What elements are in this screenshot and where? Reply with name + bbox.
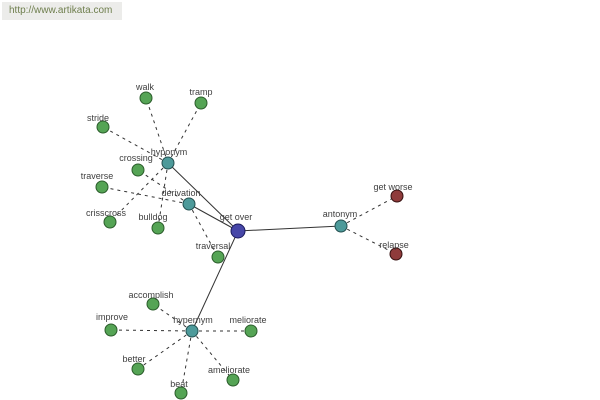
node-crossing[interactable] (131, 163, 145, 177)
node-label-improve: improve (96, 312, 128, 322)
node-relapse[interactable] (389, 247, 403, 261)
edge-hyponym-walk (145, 97, 169, 164)
node-stride[interactable] (96, 120, 110, 134)
node-label-accomplish: accomplish (128, 290, 173, 300)
node-label-beat: beat (170, 379, 188, 389)
node-better[interactable] (131, 362, 145, 376)
node-label-traverse: traverse (81, 171, 114, 181)
node-antonym[interactable] (334, 219, 348, 233)
node-label-bulldog: bulldog (138, 212, 167, 222)
node-label-crossing: crossing (119, 153, 153, 163)
edge-hypernym-accomplish (152, 303, 193, 332)
node-label-relapse: relapse (379, 240, 409, 250)
node-label-meliorate: meliorate (229, 315, 266, 325)
node-tramp[interactable] (194, 96, 208, 110)
node-label-get-worse: get worse (373, 182, 412, 192)
node-derivation[interactable] (182, 197, 196, 211)
node-meliorate[interactable] (244, 324, 258, 338)
edge-get-over-hypernym (191, 230, 239, 332)
node-label-traversal: traversal (196, 241, 231, 251)
node-label-get-over: get over (220, 212, 253, 222)
node-get-worse[interactable] (390, 189, 404, 203)
edge-hyponym-stride (102, 126, 169, 164)
node-traversal[interactable] (211, 250, 225, 264)
node-label-walk: walk (135, 82, 155, 92)
node-label-crisscross: crisscross (86, 208, 126, 218)
edge-antonym-relapse (340, 225, 397, 255)
node-label-hypernym: hypernym (173, 315, 213, 325)
node-label-hyponym: hyponym (151, 147, 188, 157)
edge-get-over-hyponym (167, 162, 239, 232)
edge-derivation-traversal (188, 203, 219, 258)
node-ameliorate[interactable] (226, 373, 240, 387)
node-label-antonym: antonym (323, 209, 358, 219)
edge-derivation-crossing (137, 169, 190, 205)
edge-get-over-antonym (237, 225, 342, 232)
edge-hypernym-improve (110, 329, 193, 332)
url-bar[interactable]: http://www.artikata.com (2, 2, 122, 20)
node-hyponym[interactable] (161, 156, 175, 170)
node-label-ameliorate: ameliorate (208, 365, 250, 375)
edge-get-over-derivation (188, 203, 239, 232)
node-label-stride: stride (87, 113, 109, 123)
node-label-tramp: tramp (189, 87, 212, 97)
edge-derivation-traverse (101, 186, 190, 205)
node-walk[interactable] (139, 91, 153, 105)
node-traverse[interactable] (95, 180, 109, 194)
node-bulldog[interactable] (151, 221, 165, 235)
node-hypernym[interactable] (185, 324, 199, 338)
node-label-derivation: derivation (161, 188, 200, 198)
edge-hyponym-tramp (167, 102, 202, 164)
node-crisscross[interactable] (103, 215, 117, 229)
node-label-better: better (122, 354, 145, 364)
node-accomplish[interactable] (146, 297, 160, 311)
node-get-over[interactable] (230, 223, 246, 239)
node-beat[interactable] (174, 386, 188, 400)
edge-hypernym-better (137, 330, 193, 370)
node-improve[interactable] (104, 323, 118, 337)
